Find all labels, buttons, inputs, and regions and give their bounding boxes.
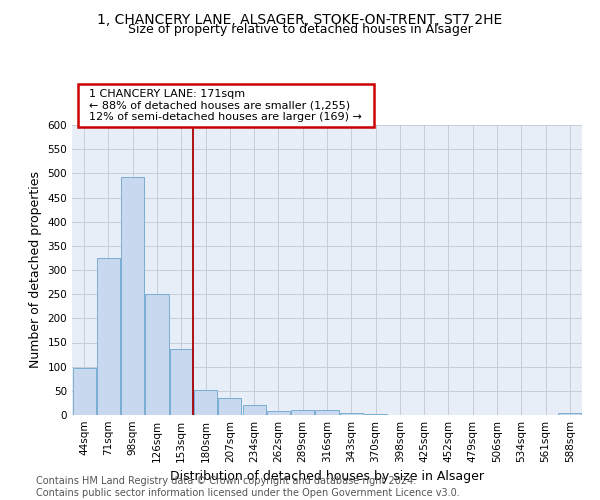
Bar bbox=[97, 258, 120, 415]
Bar bbox=[194, 390, 217, 415]
Bar bbox=[559, 412, 581, 415]
Bar bbox=[242, 406, 266, 415]
Bar bbox=[291, 410, 314, 415]
Bar bbox=[267, 411, 290, 415]
Bar bbox=[364, 414, 387, 415]
Bar bbox=[170, 350, 193, 415]
Text: 1, CHANCERY LANE, ALSAGER, STOKE-ON-TRENT, ST7 2HE: 1, CHANCERY LANE, ALSAGER, STOKE-ON-TREN… bbox=[97, 12, 503, 26]
Bar bbox=[316, 410, 338, 415]
X-axis label: Distribution of detached houses by size in Alsager: Distribution of detached houses by size … bbox=[170, 470, 484, 484]
Bar bbox=[73, 368, 95, 415]
Bar bbox=[145, 294, 169, 415]
Text: 1 CHANCERY LANE: 171sqm  
  ← 88% of detached houses are smaller (1,255)  
  12%: 1 CHANCERY LANE: 171sqm ← 88% of detache… bbox=[82, 89, 369, 122]
Y-axis label: Number of detached properties: Number of detached properties bbox=[29, 172, 42, 368]
Text: Size of property relative to detached houses in Alsager: Size of property relative to detached ho… bbox=[128, 22, 472, 36]
Bar bbox=[218, 398, 241, 415]
Bar bbox=[340, 413, 363, 415]
Bar bbox=[121, 176, 144, 415]
Text: Contains HM Land Registry data © Crown copyright and database right 2024.
Contai: Contains HM Land Registry data © Crown c… bbox=[36, 476, 460, 498]
